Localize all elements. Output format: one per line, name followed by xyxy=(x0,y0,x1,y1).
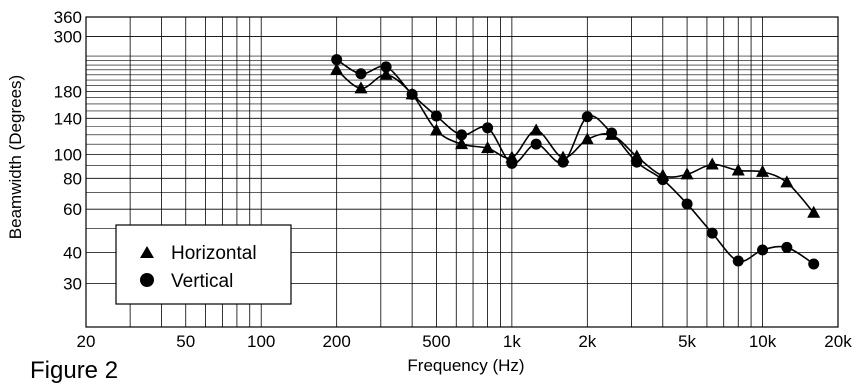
y-tick-label: 80 xyxy=(63,169,82,188)
series-layer xyxy=(330,54,821,270)
horizontal-data-point xyxy=(481,141,495,154)
legend-vertical-label: Vertical xyxy=(171,271,233,292)
x-tick-label: 10k xyxy=(749,332,777,351)
vertical-data-point xyxy=(681,198,693,210)
y-tick-label: 30 xyxy=(63,275,82,294)
horizontal-data-point xyxy=(680,167,694,180)
vertical-data-point xyxy=(732,255,744,267)
x-tick-labels: 20 50 100 200 500 1k 2k 5k 10k 20k xyxy=(77,332,853,351)
x-tick-label: 1k xyxy=(503,332,521,351)
plot-frame xyxy=(85,16,839,328)
horizontal-data-point xyxy=(529,123,543,136)
legend-horizontal-label: Horizontal xyxy=(171,243,257,264)
y-tick-label: 140 xyxy=(54,109,82,128)
x-tick-label: 500 xyxy=(422,332,450,351)
vertical-data-point xyxy=(706,227,718,239)
vertical-data-point xyxy=(355,68,367,80)
vertical-data-point xyxy=(757,244,769,256)
vertical-data-point xyxy=(380,61,392,73)
y-tick-label: 360 xyxy=(54,8,82,27)
y-tick-label: 40 xyxy=(63,244,82,263)
horizontal-data-point xyxy=(379,67,393,80)
y-tick-label: 300 xyxy=(54,28,82,47)
horizontal-data-point xyxy=(580,132,594,145)
x-tick-label: 100 xyxy=(247,332,275,351)
vertical-data-point xyxy=(430,110,442,122)
vertical-data-point xyxy=(781,241,793,253)
vertical-data-point xyxy=(581,111,593,123)
figure-caption: Figure 2 xyxy=(30,357,119,384)
vertical-data-point xyxy=(331,54,343,66)
legend-triangle-icon xyxy=(140,246,154,258)
x-axis-label: Frequency (Hz) xyxy=(407,356,524,375)
horizontal-data-point xyxy=(455,137,469,150)
x-tick-label: 50 xyxy=(176,332,195,351)
horizontal-data-point xyxy=(807,205,821,218)
horizontal-data-point xyxy=(756,164,770,177)
y-tick-label: 180 xyxy=(54,82,82,101)
vertical-data-point xyxy=(657,174,669,186)
horizontal-data-point xyxy=(330,62,344,75)
horizontal-data-point xyxy=(780,175,794,188)
vertical-data-point xyxy=(530,138,542,150)
x-tick-label: 20k xyxy=(824,332,852,351)
horizontal-data-point xyxy=(705,157,719,170)
y-tick-label: 100 xyxy=(54,145,82,164)
y-axis-label: Beamwidth (Degrees) xyxy=(6,75,25,239)
legend-box xyxy=(115,224,292,305)
legend-circle-icon xyxy=(140,273,154,287)
x-tick-label: 2k xyxy=(578,332,596,351)
vertical-data-point xyxy=(506,157,518,169)
vertical-data-point xyxy=(631,156,643,168)
horizontal-data-point xyxy=(731,163,745,176)
y-tick-label: 60 xyxy=(63,200,82,219)
x-tick-label: 5k xyxy=(678,332,696,351)
horizontal-data-point xyxy=(429,123,443,136)
legend: Horizontal Vertical xyxy=(115,224,292,305)
vertical-data-point xyxy=(482,122,494,134)
vertical-data-point xyxy=(606,127,618,139)
vertical-data-point xyxy=(406,88,418,100)
series-line-vertical xyxy=(336,58,815,265)
horizontal-data-point xyxy=(354,81,368,94)
x-tick-label: 200 xyxy=(322,332,350,351)
vertical-data-point xyxy=(557,156,569,168)
vertical-data-point xyxy=(808,258,820,270)
vertical-data-point xyxy=(456,129,468,141)
series-vertical xyxy=(331,54,820,270)
x-tick-label: 20 xyxy=(77,332,96,351)
